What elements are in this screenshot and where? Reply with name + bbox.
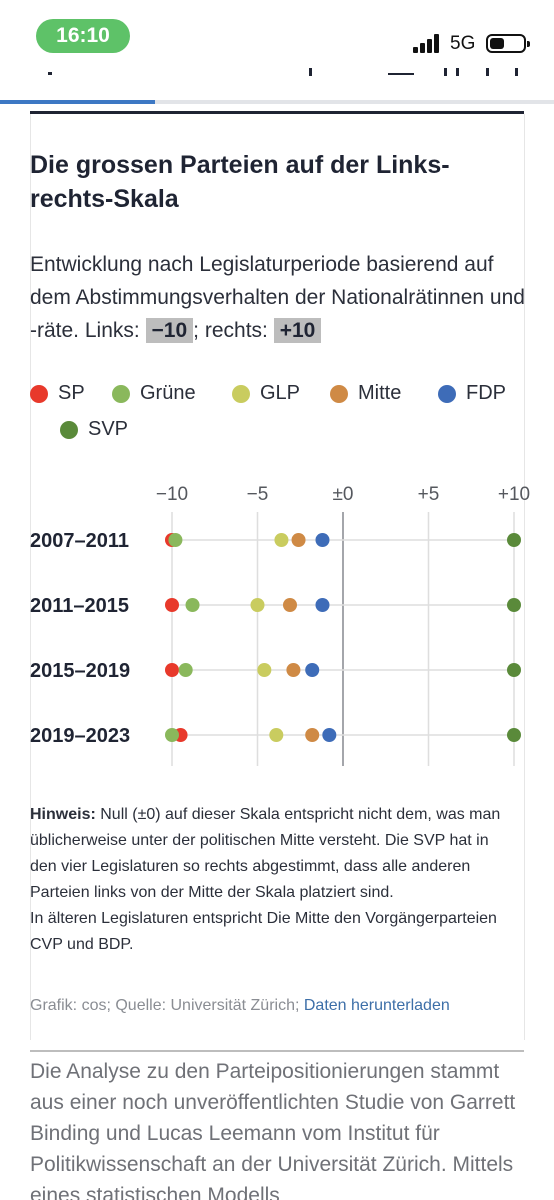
legend-label-glp: GLP bbox=[260, 382, 301, 404]
dot-mitte-4 bbox=[305, 728, 320, 742]
legend-dot-fdp bbox=[438, 385, 456, 403]
right-scale-value: +10 bbox=[273, 318, 322, 343]
dot-glp-1 bbox=[274, 533, 289, 547]
period-label: 2019–2023 bbox=[30, 725, 130, 747]
legend-dot-mitte bbox=[330, 385, 348, 403]
header-fragments bbox=[0, 60, 554, 80]
dot-gruene-2 bbox=[185, 598, 200, 612]
dot-svp-1 bbox=[507, 533, 521, 547]
dot-plot-chart: −10 −5 ±0 +5 +10 2007–2011 2011–2015 2015–2019 2… bbox=[30, 484, 530, 766]
left-scale-value: −10 bbox=[145, 318, 194, 343]
period-label: 2011–2015 bbox=[30, 595, 129, 617]
dot-fdp-1 bbox=[315, 533, 330, 547]
note-text-2: In älteren Legislaturen entspricht Die M… bbox=[30, 910, 497, 953]
x-tick-label: −5 bbox=[247, 484, 269, 505]
credit-text: Grafik: cos; Quelle: Universität Zürich; bbox=[30, 997, 304, 1014]
legend-label-gruene: Grüne bbox=[140, 382, 196, 404]
period-label: 2015–2019 bbox=[30, 660, 130, 682]
battery-icon bbox=[486, 34, 530, 53]
status-bar: 16:10 5G bbox=[0, 0, 554, 76]
chart-note: Hinweis: Null (±0) auf dieser Skala ents… bbox=[30, 802, 510, 958]
x-tick-label: ±0 bbox=[333, 484, 354, 505]
chart-subtitle: Entwicklung nach Legislaturperiode basie… bbox=[30, 248, 530, 347]
legend-dot-sp bbox=[30, 385, 48, 403]
dot-svp-3 bbox=[507, 663, 521, 677]
period-label: 2007–2011 bbox=[30, 530, 129, 552]
dot-mitte-3 bbox=[286, 663, 301, 677]
dot-svp-2 bbox=[507, 598, 521, 612]
article-paragraph: Die Analyse zu den Parteipositionierunge… bbox=[30, 1060, 516, 1200]
dot-svp-4 bbox=[507, 728, 521, 742]
dot-glp-3 bbox=[257, 663, 272, 677]
dot-mitte-1 bbox=[291, 533, 306, 547]
legend-label-svp: SVP bbox=[88, 418, 129, 440]
signal-icon bbox=[413, 34, 443, 53]
dot-sp-2 bbox=[165, 598, 179, 612]
dot-mitte-2 bbox=[282, 598, 297, 612]
note-text: Null (±0) auf dieser Skala entspricht ni… bbox=[30, 806, 501, 901]
legend-label-sp: SP bbox=[58, 382, 85, 404]
status-time: 16:10 bbox=[36, 19, 130, 53]
dot-fdp-3 bbox=[305, 663, 320, 677]
reading-progress-fill bbox=[0, 100, 156, 104]
chart-frame-left bbox=[30, 114, 31, 1040]
subtitle-middle: ; rechts: bbox=[193, 319, 274, 342]
reading-progress-bar bbox=[0, 100, 554, 104]
x-tick-label: −10 bbox=[156, 484, 188, 505]
legend-dot-gruene bbox=[112, 385, 130, 403]
dot-gruene-4 bbox=[165, 728, 179, 742]
chart-top-rule bbox=[30, 111, 524, 114]
x-tick-label: +10 bbox=[498, 484, 530, 505]
chart-title: Die grossen Parteien auf der Links-recht… bbox=[30, 151, 450, 213]
dot-fdp-2 bbox=[315, 598, 330, 612]
legend-dot-svp bbox=[60, 421, 78, 439]
subtitle-text: Entwicklung nach Legislaturperiode basie… bbox=[30, 253, 525, 342]
dot-glp-2 bbox=[250, 598, 265, 612]
dot-gruene-1 bbox=[168, 533, 183, 547]
legend-label-fdp: FDP bbox=[466, 382, 506, 404]
dot-fdp-4 bbox=[322, 728, 337, 742]
legend-dot-glp bbox=[232, 385, 250, 403]
chart-credit: Grafik: cos; Quelle: Universität Zürich;… bbox=[30, 997, 524, 1015]
dot-sp-3 bbox=[165, 663, 179, 677]
network-label: 5G bbox=[450, 33, 476, 54]
chart-frame-right bbox=[524, 114, 525, 1040]
dot-gruene-3 bbox=[178, 663, 193, 677]
note-label: Hinweis: bbox=[30, 806, 96, 823]
download-data-link[interactable]: Daten herunterladen bbox=[303, 997, 450, 1014]
chart-bottom-rule bbox=[30, 1050, 524, 1052]
legend-label-mitte: Mitte bbox=[358, 382, 402, 404]
x-tick-label: +5 bbox=[418, 484, 440, 505]
dot-glp-4 bbox=[269, 728, 284, 742]
